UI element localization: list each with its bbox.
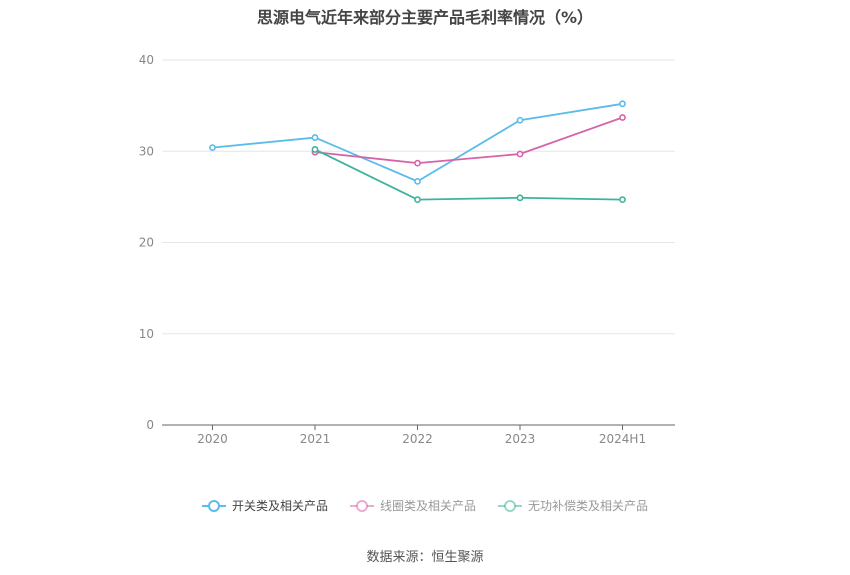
data-point[interactable] xyxy=(209,144,216,151)
data-point[interactable] xyxy=(414,159,421,167)
series-3 xyxy=(311,146,626,204)
legend-marker-icon xyxy=(349,499,374,512)
data-point[interactable] xyxy=(619,100,626,108)
legend-label: 线圈类及相关产品 xyxy=(379,499,476,513)
data-point[interactable] xyxy=(414,196,421,204)
data-point[interactable] xyxy=(311,146,319,153)
data-source-note: 数据来源：恒生聚源 xyxy=(366,550,484,565)
line-chart: 0 10 20 30 40 2020 2021 2022 2023 2024H1 xyxy=(139,53,675,446)
legend-item-1[interactable]: 开关类及相关产品 xyxy=(201,497,328,514)
series-line xyxy=(314,116,623,165)
legend-label: 无功补偿类及相关产品 xyxy=(528,499,649,513)
legend-marker-icon xyxy=(201,499,226,512)
data-point[interactable] xyxy=(619,114,626,121)
legend-marker-icon xyxy=(498,499,522,512)
data-point[interactable] xyxy=(516,150,524,158)
chart-title: 思源电气近年来部分主要产品毛利率情况（%） xyxy=(256,8,594,27)
series-lines xyxy=(209,100,626,204)
y-tick-label: 10 xyxy=(139,327,154,341)
legend-item-2[interactable]: 线圈类及相关产品 xyxy=(349,497,476,514)
series-2 xyxy=(311,114,626,167)
data-point[interactable] xyxy=(516,194,524,202)
y-tick-label: 30 xyxy=(139,144,154,158)
data-point[interactable] xyxy=(311,134,319,141)
data-point[interactable] xyxy=(414,177,421,185)
y-tick-label: 20 xyxy=(139,236,154,250)
legend-label: 开关类及相关产品 xyxy=(231,499,328,513)
x-tick-label: 2021 xyxy=(300,432,331,446)
series-line xyxy=(212,102,623,183)
chart-legend: 开关类及相关产品 线圈类及相关产品 无功补偿类及相关产品 xyxy=(0,497,850,514)
series-1 xyxy=(209,100,626,185)
x-tick-label: 2024H1 xyxy=(599,432,646,446)
x-tick-label: 2020 xyxy=(197,432,228,446)
y-tick-label: 40 xyxy=(139,53,154,67)
data-point[interactable] xyxy=(619,196,626,204)
legend-item-3[interactable]: 无功补偿类及相关产品 xyxy=(498,497,648,514)
grid-lines xyxy=(162,59,675,335)
x-tick-label: 2023 xyxy=(505,432,536,446)
y-axis-ticks: 0 10 20 30 40 xyxy=(139,53,154,432)
data-point[interactable] xyxy=(516,116,524,124)
series-line xyxy=(314,148,623,201)
x-axis: 2020 2021 2022 2023 2024H1 xyxy=(162,424,675,446)
y-tick-label: 0 xyxy=(146,418,154,432)
x-tick-label: 2022 xyxy=(402,432,433,446)
